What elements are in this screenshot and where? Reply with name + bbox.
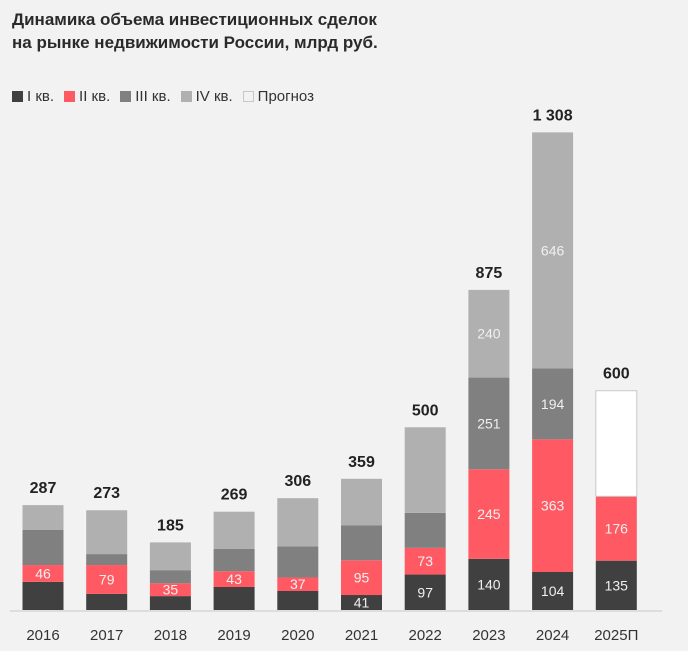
segment-label: 97 (417, 584, 433, 600)
x-tick-label: 2023 (472, 627, 505, 644)
legend-item: II кв. (64, 88, 110, 105)
bar-segment (149, 570, 191, 584)
bar-segment (149, 596, 191, 610)
bar-segment (468, 469, 510, 559)
x-tick-label: 2022 (409, 627, 442, 644)
segment-label: 140 (477, 576, 501, 592)
segment-label: 35 (163, 582, 179, 598)
legend-swatch (120, 91, 132, 102)
bar-segment (341, 478, 382, 526)
segment-label: 37 (290, 576, 306, 592)
total-label: 287 (30, 480, 57, 497)
segment-label: 95 (354, 570, 370, 586)
total-label: 269 (221, 487, 248, 504)
x-tick-label: 2024 (536, 627, 569, 644)
total-label: 600 (603, 366, 630, 383)
legend-label: Прогноз (257, 88, 314, 105)
bar-segment (86, 593, 128, 610)
bar-segment (468, 289, 510, 378)
legend-swatch (242, 91, 254, 102)
legend-swatch (64, 91, 76, 102)
segment-label: 41 (354, 595, 370, 611)
segment-label: 245 (477, 506, 501, 522)
x-tick-label: 2025П (594, 627, 638, 644)
total-label: 185 (157, 517, 184, 534)
bar-segment (595, 390, 638, 497)
legend-item: I кв. (12, 88, 54, 105)
total-label: 1 308 (533, 107, 573, 124)
bar-segment (22, 565, 64, 582)
legend-label: I кв. (27, 88, 55, 105)
bar-segment (595, 560, 637, 610)
total-label: 273 (93, 485, 120, 502)
legend-label: II кв. (79, 88, 111, 105)
bar-segment (149, 583, 191, 597)
total-label: 359 (348, 454, 375, 471)
bar-segment (404, 427, 446, 513)
legend: I кв. II кв. III кв. IV кв. Прогноз (12, 88, 324, 105)
bar-segment (532, 571, 574, 610)
bar-segment (468, 558, 510, 610)
bar-segment (341, 595, 382, 610)
bar-segment (341, 525, 382, 561)
bar-segment (532, 368, 574, 440)
bar-segment (277, 590, 319, 610)
segment-label: 73 (417, 553, 433, 569)
bar-segment (22, 581, 64, 610)
legend-item: IV кв. (180, 88, 233, 105)
bar-segment (341, 560, 382, 596)
segment-label: 79 (99, 571, 115, 587)
segment-label: 135 (605, 577, 629, 593)
total-label: 875 (476, 265, 503, 282)
bar-segment (86, 510, 128, 555)
total-label: 306 (284, 473, 311, 490)
bar-segment (532, 439, 574, 572)
bar-segment (532, 132, 574, 369)
x-tick-label: 2020 (281, 627, 314, 644)
title-line-1: Динамика объема инвестиционных сделок (12, 10, 377, 29)
segment-label: 46 (35, 565, 51, 581)
bar-segment (595, 496, 637, 561)
segment-label: 240 (477, 326, 501, 342)
bar-segment (213, 511, 255, 549)
bar-segment (404, 547, 446, 575)
total-label: 500 (412, 402, 439, 419)
bar-segment (149, 542, 191, 571)
x-tick-label: 2018 (154, 627, 187, 644)
legend-item: Прогноз (242, 88, 314, 105)
bar-segment (404, 574, 446, 610)
bar-segment (277, 546, 319, 578)
bar-segment (213, 586, 255, 610)
segment-label: 646 (541, 242, 565, 258)
legend-swatch (12, 91, 23, 102)
bar-segment (22, 505, 64, 530)
legend-swatch (180, 91, 192, 102)
bar-segment (277, 498, 319, 547)
segment-label: 43 (226, 571, 242, 587)
segment-label: 194 (541, 396, 565, 412)
bar-segment (213, 571, 255, 587)
segment-label: 363 (541, 498, 565, 514)
segment-label: 251 (477, 415, 501, 431)
bar-segment (468, 377, 510, 470)
bar-segment (22, 529, 64, 566)
bar-segment (86, 554, 128, 566)
legend-label: IV кв. (195, 88, 233, 105)
legend-label: III кв. (135, 88, 171, 105)
x-tick-label: 2017 (90, 627, 123, 644)
segment-label: 176 (605, 521, 629, 537)
bar-segment (404, 512, 446, 548)
bar-segment (86, 565, 128, 594)
chart-title: Динамика объема инвестиционных сделок на… (12, 8, 378, 54)
legend-item: III кв. (120, 88, 171, 105)
segment-label: 104 (541, 583, 565, 599)
title-line-2: на рынке недвижимости России, млрд руб. (12, 33, 378, 52)
x-tick-label: 2021 (345, 627, 378, 644)
bar-segment (213, 548, 255, 572)
x-tick-label: 2016 (26, 627, 59, 644)
bar-segment (277, 577, 319, 591)
x-tick-label: 2019 (217, 627, 250, 644)
